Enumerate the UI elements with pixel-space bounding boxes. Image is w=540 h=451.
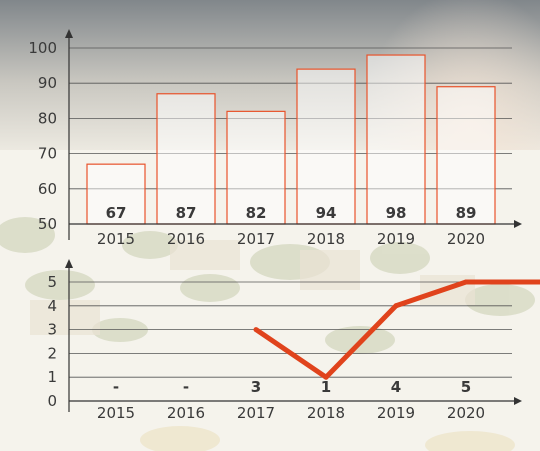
line-chart-x-axis-arrow <box>514 397 522 405</box>
line-chart: 0 1 2 3 4 5 - 2015 - 2016 3 2017 1 2018 4 2019 5 2020 <box>47 259 540 422</box>
bar-chart: 50 60 70 80 90 100 67 2015 87 2016 82 2017 94 2018 98 2… <box>28 29 522 248</box>
line-chart-y-tick-label: 3 <box>47 321 57 339</box>
line-chart-y-tick-label: 4 <box>47 297 57 315</box>
line-point <box>463 279 469 285</box>
bar-data-label: 89 <box>456 204 477 222</box>
bar-chart-y-tick-label: 80 <box>38 109 57 127</box>
bar <box>296 68 356 225</box>
line-data-label: 4 <box>391 378 401 396</box>
bar-chart-labels: 50 60 70 80 90 100 67 2015 87 2016 82 2017 94 2018 98 2… <box>28 39 485 248</box>
bar-chart-x-tick-label: 2019 <box>377 230 415 248</box>
line-chart-series <box>253 279 540 380</box>
bar-chart-x-axis-arrow <box>514 220 522 228</box>
bar-data-label: 94 <box>316 204 337 222</box>
line-chart-y-tick-label: 0 <box>47 392 57 410</box>
line-chart-y-axis-arrow <box>65 259 73 268</box>
line-data-label: - <box>183 378 189 396</box>
bar-chart-x-tick-label: 2018 <box>307 230 345 248</box>
line-chart-gridlines <box>69 281 512 378</box>
line-data-label: 1 <box>321 378 331 396</box>
line-chart-x-tick-label: 2020 <box>447 404 485 422</box>
bar-data-label: 98 <box>386 204 407 222</box>
bar-chart-bars <box>86 54 496 225</box>
line-chart-labels: 0 1 2 3 4 5 - 2015 - 2016 3 2017 1 2018 4 2019 5 2020 <box>47 273 485 422</box>
bar-chart-x-tick-label: 2017 <box>237 230 275 248</box>
line-chart-x-tick-label: 2015 <box>97 404 135 422</box>
line-chart-x-tick-label: 2016 <box>167 404 205 422</box>
bar <box>226 110 286 225</box>
bar-data-label: 82 <box>246 204 267 222</box>
line-point <box>393 303 399 309</box>
line-chart-y-tick-label: 1 <box>47 368 57 386</box>
line-point <box>323 374 329 380</box>
line-chart-x-tick-label: 2018 <box>307 404 345 422</box>
bar-chart-axes <box>65 29 522 240</box>
bar <box>156 93 216 225</box>
bar-data-label: 87 <box>176 204 197 222</box>
line-data-label: - <box>113 378 119 396</box>
bar-chart-y-tick-label: 50 <box>38 215 57 233</box>
bar <box>86 163 146 225</box>
bar <box>436 86 496 225</box>
line-chart-y-tick-label: 5 <box>47 273 57 291</box>
line-chart-x-tick-label: 2017 <box>237 404 275 422</box>
bar-chart-x-tick-label: 2020 <box>447 230 485 248</box>
bar-chart-x-tick-label: 2016 <box>167 230 205 248</box>
bar-chart-x-tick-label: 2015 <box>97 230 135 248</box>
line-chart-axes <box>65 259 522 412</box>
bar-chart-y-tick-label: 100 <box>28 39 57 57</box>
bar-chart-y-tick-label: 60 <box>38 180 57 198</box>
line-chart-x-tick-label: 2019 <box>377 404 415 422</box>
bar-chart-y-tick-label: 90 <box>38 74 57 92</box>
line-chart-y-tick-label: 2 <box>47 344 57 362</box>
line-data-label: 3 <box>251 378 261 396</box>
bar-chart-y-tick-label: 70 <box>38 145 57 163</box>
line-data-label: 5 <box>461 378 471 396</box>
bar <box>366 54 426 225</box>
bar-chart-y-axis-arrow <box>65 29 73 38</box>
line-point <box>253 327 259 333</box>
bar-data-label: 67 <box>106 204 127 222</box>
